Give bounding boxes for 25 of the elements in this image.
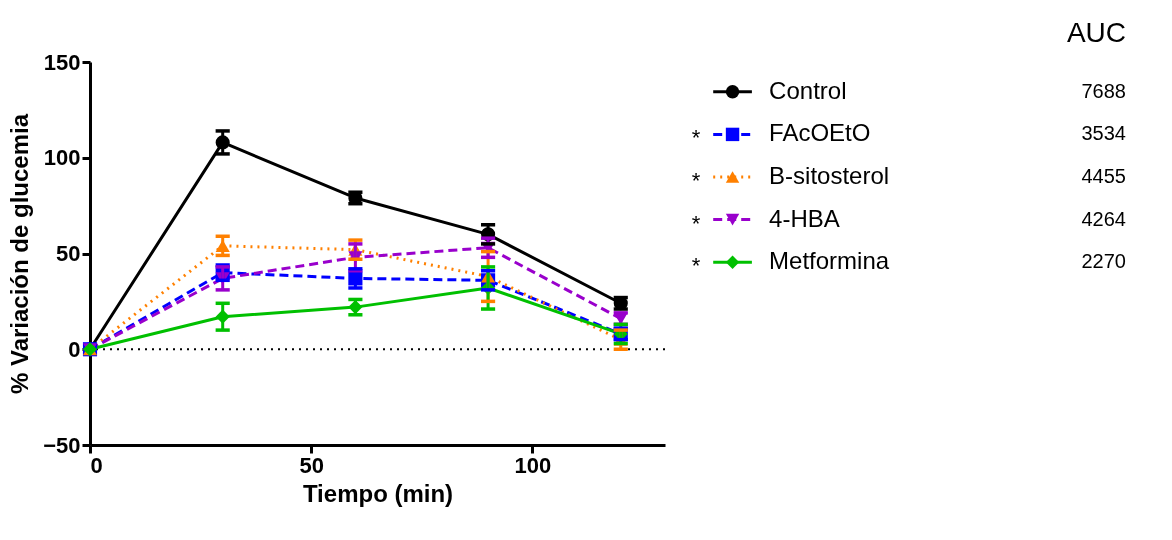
y-tick-label: 50	[56, 241, 81, 266]
text: 7688	[1081, 79, 1126, 102]
legend-label: Control	[769, 76, 847, 104]
legend-label: Metformina	[769, 247, 890, 275]
text: *	[691, 125, 701, 151]
y-tick-label: 100	[43, 145, 81, 171]
x-axis-title: Tiempo (min)	[302, 479, 454, 507]
text: 4455	[1081, 165, 1126, 187]
y-tick-label: −50	[43, 432, 81, 458]
legend-label: B-sitosterol	[769, 162, 890, 189]
y-axis-title: % Variación de glucemia	[6, 113, 34, 395]
text: AUC	[1066, 17, 1126, 48]
x-tick-label: 50	[299, 452, 324, 478]
text: *	[691, 253, 701, 279]
text: 4264	[1081, 207, 1126, 230]
text: *	[691, 210, 701, 236]
legend-label: FAcOEtO	[769, 119, 871, 147]
x-tick-label: 100	[514, 452, 552, 478]
legend-label: 4-HBA	[769, 204, 840, 232]
x-tick-label: 0	[90, 452, 103, 478]
text: 2270	[1081, 250, 1126, 273]
y-tick-label: 0	[68, 336, 81, 362]
text: *	[691, 168, 701, 193]
y-tick-label: 150	[43, 49, 81, 75]
text: 3534	[1081, 122, 1126, 145]
